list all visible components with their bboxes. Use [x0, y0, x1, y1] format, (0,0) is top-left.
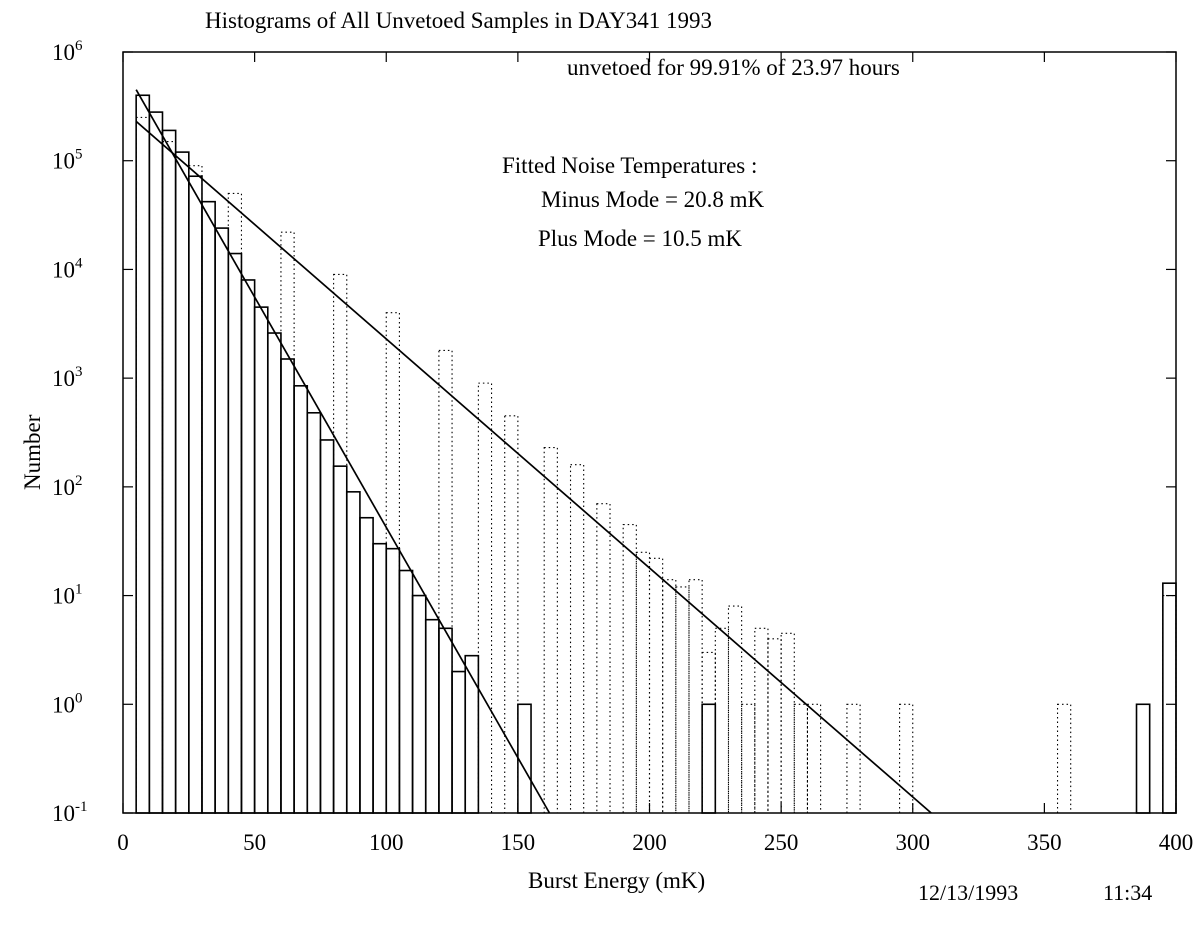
axis-tick-labels: 0 50 100 150 200 250 300 350 400 10-1 100 101 102 103…: [52, 38, 1193, 855]
solid-histogram-bar: [385, 547, 401, 814]
solid-histogram-bar: [240, 279, 256, 814]
x-tick-label: 250: [764, 830, 799, 855]
y-tick-label: 10-1: [52, 799, 88, 826]
dotted-histogram-bar: [899, 703, 914, 814]
solid-histogram-bar: [227, 252, 243, 814]
solid-histogram-bar: [201, 200, 216, 814]
solid-histogram-bar: [359, 516, 374, 814]
solid-histogram-bar: [1162, 582, 1177, 814]
dotted-histogram-bar: [701, 651, 716, 814]
solid-histogram-bar: [451, 670, 467, 814]
solid-histogram-bar: [517, 703, 532, 814]
dotted-histogram-bar: [846, 703, 861, 814]
dotted-histogram-bar: [806, 703, 822, 814]
dotted-histogram-bar: [727, 605, 743, 814]
solid-histogram-bar: [332, 465, 348, 814]
solid-histogram-bar: [398, 569, 414, 814]
x-tick-label: 0: [117, 830, 129, 855]
solid-histogram-bar: [253, 306, 269, 814]
x-tick-label: 150: [501, 830, 536, 855]
minus-mode-annotation: Minus Mode = 20.8 mK: [541, 187, 765, 212]
fit-heading: Fitted Noise Temperatures :: [502, 153, 758, 178]
dotted-histogram-bar: [477, 382, 493, 814]
y-tick-label: 102: [52, 473, 83, 500]
y-tick-label: 101: [52, 582, 83, 609]
dotted-histogram-bar: [662, 579, 677, 814]
plus-mode-annotation: Plus Mode = 10.5 mK: [538, 226, 743, 251]
dotted-histogram-bar: [504, 415, 519, 814]
fit-line: [135, 120, 932, 814]
solid-histogram-bar: [306, 411, 322, 814]
dotted-histogram-bar: [741, 703, 756, 814]
x-tick-label: 400: [1159, 830, 1194, 855]
solid-histogram-bar: [266, 332, 282, 814]
x-tick-label: 100: [369, 830, 404, 855]
x-tick-label: 350: [1027, 830, 1062, 855]
dotted-histogram-bar: [280, 231, 295, 814]
dotted-histogram-bar: [438, 349, 453, 814]
dotted-histogram-bar: [635, 551, 651, 814]
dotted-histogram-bar: [675, 586, 690, 814]
dotted-histogram-bar: [543, 446, 558, 814]
dotted-histogram-bar: [1162, 595, 1177, 814]
solid-histogram-bar: [174, 151, 190, 814]
y-tick-label: 103: [52, 364, 83, 391]
dotted-histogram-bar: [767, 638, 782, 814]
footer-date: 12/13/1993: [918, 880, 1019, 905]
x-tick-label: 200: [632, 830, 667, 855]
dotted-histogram-bar: [569, 464, 585, 814]
y-tick-label: 105: [52, 147, 83, 174]
solid-histogram-bar: [280, 358, 295, 814]
solid-histogram-bar: [319, 439, 335, 814]
dotted-histogram-bar: [188, 165, 203, 814]
histogram-bars: [135, 94, 1177, 814]
solid-histogram-bar: [345, 491, 361, 814]
dotted-histogram-bar: [793, 703, 808, 814]
dotted-histogram-bar: [754, 627, 769, 814]
solid-histogram-bar: [214, 227, 230, 814]
dotted-histogram-bar: [596, 503, 611, 814]
footer-time: 11:34: [1103, 880, 1153, 905]
dotted-histogram-bar: [1056, 703, 1072, 814]
y-axis-label: Number: [20, 414, 45, 490]
dotted-histogram-bar: [688, 579, 703, 814]
x-axis-label: Burst Energy (mK): [528, 868, 706, 893]
dotted-histogram-bar: [227, 192, 243, 814]
dotted-histogram-bar: [648, 557, 664, 814]
dotted-histogram-bar: [135, 116, 150, 814]
y-tick-label: 106: [52, 38, 83, 65]
dotted-histogram-bar: [385, 312, 400, 814]
solid-histogram-bar: [188, 175, 203, 814]
solid-histogram-bar: [701, 703, 717, 814]
dotted-histogram-bar: [161, 141, 177, 814]
dotted-histogram-bar: [622, 524, 637, 814]
solid-histogram-bar: [464, 654, 480, 814]
fit-line: [135, 89, 551, 814]
solid-histogram-bar: [424, 618, 440, 814]
chart-title: Histograms of All Unvetoed Samples in DA…: [205, 8, 713, 33]
fit-lines: [135, 89, 932, 814]
solid-histogram-bar: [438, 627, 453, 814]
unvetoed-annotation: unvetoed for 99.91% of 23.97 hours: [567, 55, 900, 80]
x-tick-label: 300: [896, 830, 931, 855]
solid-histogram-bar: [161, 129, 177, 814]
solid-histogram-bar: [1135, 703, 1151, 814]
solid-histogram-bar: [148, 111, 164, 814]
solid-histogram-bar: [372, 542, 388, 814]
dotted-histogram-bar: [714, 627, 730, 814]
dotted-histogram-bar: [780, 632, 795, 814]
x-tick-label: 50: [243, 830, 266, 855]
y-tick-label: 104: [52, 255, 83, 282]
solid-histogram-bar: [411, 594, 427, 814]
y-tick-label: 100: [52, 690, 83, 717]
solid-histogram-bar: [293, 385, 309, 814]
solid-histogram-bar: [135, 94, 151, 814]
dotted-histogram-bar: [333, 273, 348, 814]
